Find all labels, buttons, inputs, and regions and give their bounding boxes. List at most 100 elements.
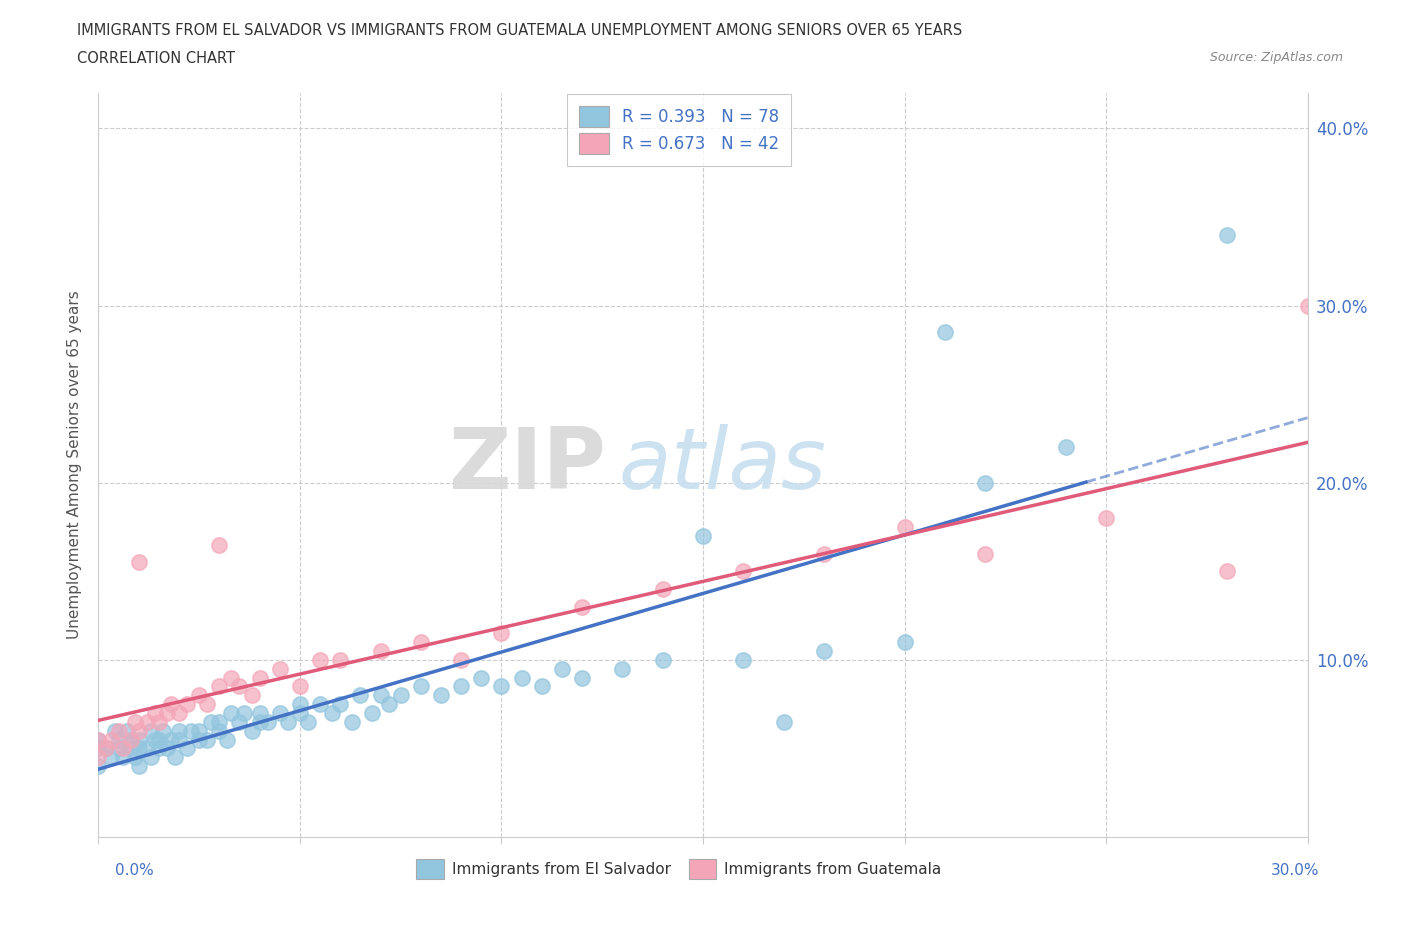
Point [180,724,202,738]
Point [208,538,231,552]
Point [143,706,166,721]
Point [148,741,170,756]
Point [195,697,218,711]
Point [321,706,343,721]
Point [309,697,332,711]
Point [111,750,134,764]
Point [208,724,231,738]
Point [934,325,956,339]
Point [188,732,211,747]
Text: ZIP: ZIP [449,423,606,507]
Text: Source: ZipAtlas.com: Source: ZipAtlas.com [1209,51,1343,64]
Point [156,706,179,721]
Point [651,581,673,596]
Point [188,724,211,738]
Point [349,688,371,703]
Point [974,546,997,561]
Point [974,475,997,490]
Point [228,679,250,694]
Point [163,750,186,764]
Point [160,732,183,747]
Point [733,564,755,578]
Point [813,644,835,658]
Point [692,528,714,543]
Point [139,724,162,738]
Point [115,724,138,738]
Text: 0.0%: 0.0% [115,863,155,878]
Point [256,714,278,729]
Point [148,714,170,729]
Point [893,634,915,649]
Point [370,644,392,658]
Point [221,671,243,685]
Point [128,759,150,774]
Point [510,671,533,685]
Point [87,741,110,756]
Point [100,750,122,764]
Point [188,688,211,703]
Point [450,653,472,668]
Point [221,706,243,721]
Point [309,653,332,668]
Point [329,653,352,668]
Point [277,714,299,729]
Point [342,714,364,729]
Point [96,741,118,756]
Point [128,741,150,756]
Point [377,697,399,711]
Point [409,679,432,694]
Text: IMMIGRANTS FROM EL SALVADOR VS IMMIGRANTS FROM GUATEMALA UNEMPLOYMENT AMONG SENI: IMMIGRANTS FROM EL SALVADOR VS IMMIGRANT… [77,23,963,38]
Point [651,653,673,668]
Point [143,732,166,747]
Point [128,732,150,747]
Point [612,661,634,676]
Point [297,714,319,729]
Point [111,741,134,756]
Point [733,653,755,668]
Point [217,732,239,747]
Point [1296,299,1319,313]
Point [120,732,142,747]
Point [148,732,170,747]
Point [139,750,162,764]
Point [491,626,513,641]
Point [288,697,311,711]
Point [571,671,593,685]
Point [100,732,122,747]
Point [813,546,835,561]
Point [160,697,183,711]
Point [135,741,157,756]
Point [176,741,198,756]
Point [530,679,553,694]
Y-axis label: Unemployment Among Seniors over 65 years: Unemployment Among Seniors over 65 years [67,291,83,640]
Point [1216,227,1239,242]
Text: 30.0%: 30.0% [1271,863,1319,878]
Point [156,741,179,756]
Point [167,706,190,721]
Point [107,732,129,747]
Point [135,714,157,729]
Point [103,724,125,738]
Point [87,750,110,764]
Point [87,732,110,747]
Point [491,679,513,694]
Point [1095,511,1118,525]
Point [249,671,271,685]
Point [370,688,392,703]
Point [240,724,263,738]
Point [128,555,150,570]
Point [120,741,142,756]
Point [551,661,574,676]
Point [228,714,250,729]
Point [1054,440,1077,455]
Point [389,688,412,703]
Point [167,732,190,747]
Point [87,759,110,774]
Point [249,706,271,721]
Point [128,724,150,738]
Point [200,714,222,729]
Point [571,599,593,614]
Point [195,732,218,747]
Point [87,732,110,747]
Point [409,634,432,649]
